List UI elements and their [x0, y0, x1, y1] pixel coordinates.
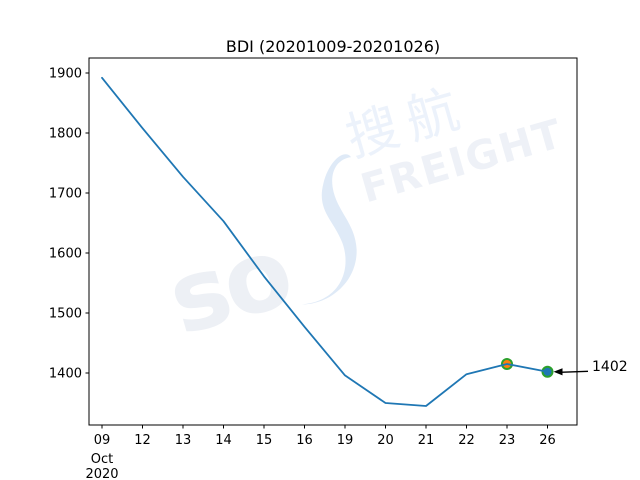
x-axis-tick-label: 22 [458, 433, 475, 448]
y-axis-tick-label: 1600 [49, 247, 82, 262]
x-axis-date-sublabel: 2020 [85, 467, 118, 480]
x-axis-tick-label: 20 [377, 433, 394, 448]
x-axis-tick-label: 15 [256, 433, 273, 448]
y-axis-tick-label: 1700 [49, 187, 82, 202]
y-axis-tick-label: 1500 [49, 307, 82, 322]
x-axis-tick-label: 09 [94, 433, 111, 448]
axes-spines [88, 57, 578, 426]
x-axis-tick-label: 14 [215, 433, 232, 448]
x-axis-tick-label: 23 [499, 433, 516, 448]
x-axis-tick-label: 12 [134, 433, 151, 448]
annotation-arrow-head [553, 368, 563, 376]
y-axis-tick-label: 1800 [49, 127, 82, 142]
x-axis-date-sublabel: Oct [91, 452, 113, 467]
x-axis-tick-label: 26 [539, 433, 556, 448]
y-axis-tick-label: 1900 [49, 67, 82, 82]
annotation-arrow-line [559, 370, 589, 373]
x-axis-tick-label: 19 [337, 433, 354, 448]
y-axis-tick-label: 1400 [49, 367, 82, 382]
chart-title: BDI (20201009-20201026) [225, 37, 441, 56]
x-axis-tick-label: 21 [418, 433, 435, 448]
annotation-value-label: 1402 [592, 359, 628, 375]
x-axis-tick-label: 13 [175, 433, 192, 448]
bdi-line-series [101, 76, 549, 407]
x-axis-tick-label: 16 [296, 433, 313, 448]
